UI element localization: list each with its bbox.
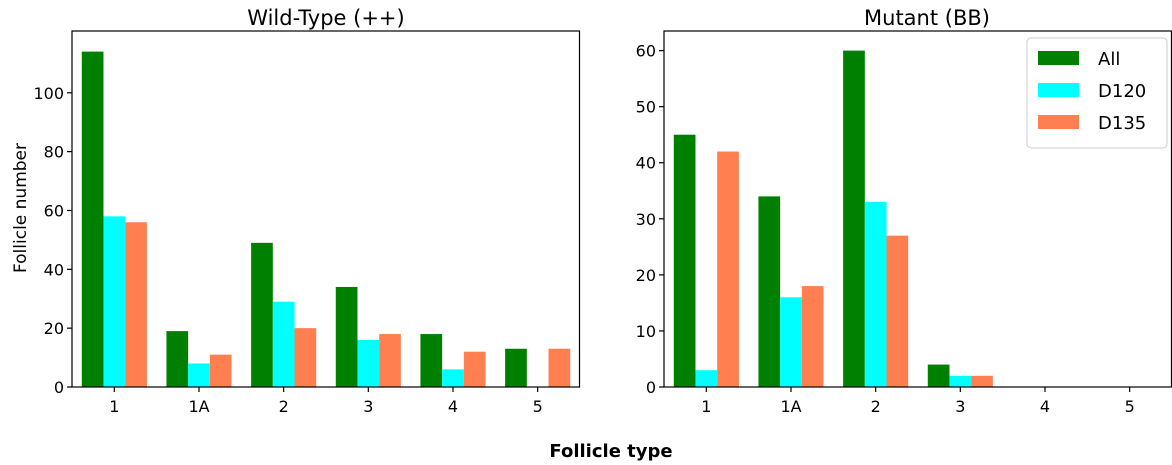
- x-tick-label: 5: [533, 397, 543, 416]
- x-tick-label: 2: [871, 397, 881, 416]
- legend-label-d120: D120: [1098, 81, 1146, 102]
- bar-all-1: [673, 134, 696, 387]
- y-tick-label: 10: [636, 322, 656, 341]
- bar-d120-2: [864, 201, 887, 387]
- axes-frame: [71, 30, 581, 388]
- legend-swatch-d135: [1038, 115, 1079, 129]
- x-axis-label: Follicle type: [549, 441, 672, 462]
- x-tick-label: 1: [109, 397, 119, 416]
- legend-swatch-d120: [1038, 83, 1079, 97]
- y-tick-label: 60: [636, 42, 656, 61]
- legend-swatch-all: [1038, 51, 1079, 65]
- mutant-panel: Mutant (BB) 0 10 20 30 40 50 60 1 1A 2 3 4 5 All D120 D…: [636, 6, 1172, 416]
- bar-d135-4: [463, 351, 486, 387]
- y-tick-label: 40: [44, 260, 64, 279]
- x-tick-label: 2: [279, 397, 289, 416]
- x-tick-label: 3: [955, 397, 965, 416]
- y-tick-label: 20: [44, 319, 64, 338]
- x-tick-label: 4: [448, 397, 458, 416]
- bar-d120-1a: [780, 297, 802, 387]
- bar-d120-1a: [188, 363, 210, 387]
- x-tick-label: 5: [1125, 397, 1135, 416]
- bar-d135-2: [294, 328, 317, 387]
- y-tick-label: 40: [636, 154, 656, 173]
- bar-all-2: [251, 242, 273, 387]
- x-tick-label: 1A: [780, 397, 801, 416]
- bar-all-1a: [758, 196, 781, 387]
- legend-label-all: All: [1098, 49, 1120, 70]
- bar-d135-5: [548, 348, 571, 387]
- bar-d135-1: [125, 222, 147, 387]
- bar-d135-3: [971, 375, 993, 387]
- y-tick-label: 0: [54, 378, 64, 397]
- bar-d120-2: [272, 301, 295, 387]
- bar-d120-1: [695, 370, 718, 387]
- bar-d135-3: [379, 334, 401, 387]
- bar-all-1a: [166, 331, 189, 387]
- x-tick-label: 4: [1040, 397, 1050, 416]
- wild-type-title: Wild-Type (++): [247, 6, 404, 30]
- y-axis-label: Follicle number: [11, 143, 31, 273]
- bar-d135-1a: [209, 354, 232, 387]
- bar-d120-3: [357, 339, 380, 387]
- y-tick-label: 50: [636, 98, 656, 117]
- bar-all-3: [335, 286, 358, 387]
- bar-d135-1: [717, 151, 739, 387]
- bar-d135-2: [886, 235, 909, 387]
- wild-type-panel: Wild-Type (++) 0 20 40 60 80 100 1 1A 2 3 4 5: [33, 6, 581, 416]
- y-tick-label: 80: [44, 143, 64, 162]
- bar-all-3: [927, 364, 950, 387]
- mutant-title: Mutant (BB): [864, 6, 990, 30]
- x-tick-label: 3: [363, 397, 373, 416]
- bar-all-1: [81, 51, 104, 388]
- legend-label-d135: D135: [1098, 113, 1146, 134]
- bar-d120-4: [442, 369, 464, 387]
- bar-all-4: [420, 334, 443, 387]
- y-tick-label: 0: [646, 378, 656, 397]
- legend: All D120 D135: [1026, 37, 1168, 149]
- x-tick-label: 1: [701, 397, 711, 416]
- bar-all-5: [505, 348, 527, 387]
- y-tick-label: 20: [636, 266, 656, 285]
- y-tick-label: 30: [636, 210, 656, 229]
- bar-all-2: [843, 50, 865, 388]
- y-tick-label: 100: [33, 84, 64, 103]
- y-tick-label: 60: [44, 201, 64, 220]
- bar-d135-1a: [801, 286, 824, 387]
- x-tick-label: 1A: [188, 397, 209, 416]
- bar-d120-1: [103, 216, 126, 387]
- bar-d120-3: [949, 375, 972, 387]
